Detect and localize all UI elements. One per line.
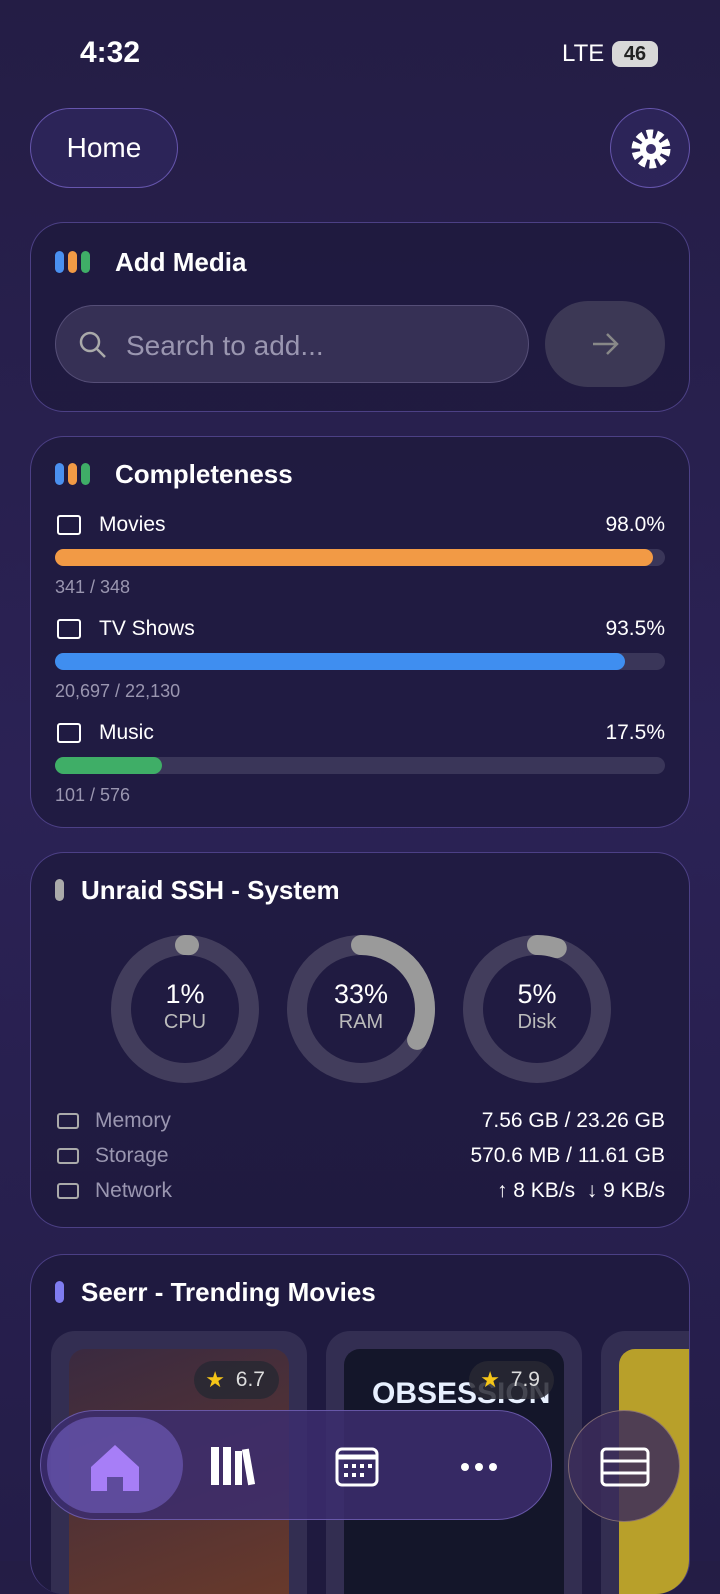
tab-bar: [40, 1410, 552, 1520]
tab-calendar[interactable]: [327, 1437, 387, 1497]
star-icon: ★: [205, 1367, 225, 1392]
progress-bar: [55, 549, 653, 566]
gauge-name: Disk: [517, 1011, 557, 1033]
gauge-name: CPU: [163, 1011, 207, 1033]
time: 4:32: [80, 36, 141, 69]
progress-bar: [55, 757, 162, 774]
item-icon: [57, 723, 81, 743]
item-name: TV Shows: [99, 617, 195, 640]
item-name: Music: [99, 721, 154, 744]
item-percent: 98.0%: [605, 513, 665, 536]
gauge: [463, 935, 611, 1083]
item-count: 20,697 / 22,130: [55, 681, 181, 701]
gauge-arc: [463, 935, 611, 1083]
gauge: [287, 935, 435, 1083]
server-button[interactable]: [568, 1410, 680, 1522]
completeness-card: Completeness Movies 98.0% 341 / 348 TV Show…: [30, 436, 690, 828]
gauge-value: 1%: [165, 979, 205, 1009]
stat-icon: [57, 1183, 79, 1199]
add-media-card: Add Media Search to add...: [30, 222, 690, 412]
home-icon: [91, 1445, 139, 1491]
gauge-arc: [287, 935, 435, 1083]
item-percent: 17.5%: [605, 721, 665, 744]
settings-button[interactable]: [610, 108, 690, 188]
stat-name: Storage: [95, 1144, 169, 1167]
rating: 6.7: [193, 1361, 279, 1399]
item-icon: [57, 619, 81, 639]
gauge-value: 5%: [517, 979, 557, 1009]
battery: 46: [612, 41, 658, 67]
card-title: Completeness: [115, 459, 293, 489]
search-placeholder: Search to add...: [126, 330, 324, 361]
rating: 7.9: [468, 1361, 554, 1399]
arrow-icon: [593, 333, 619, 355]
stat-value: 570.6 MB / 11.61 GB: [470, 1144, 665, 1167]
search-input[interactable]: Search to add...: [55, 305, 529, 383]
network: LTE: [562, 40, 605, 67]
stat-icon: [57, 1113, 79, 1129]
settings-icon: [631, 129, 671, 169]
gauge-arc: [111, 935, 259, 1083]
item-icon: [57, 515, 81, 535]
stat-name: Memory: [95, 1109, 171, 1132]
server-icon: [600, 1447, 650, 1487]
tab-library[interactable]: [201, 1437, 261, 1497]
stat-icon: [57, 1148, 79, 1164]
progress-track: [55, 757, 665, 774]
progress-bar: [55, 653, 626, 670]
item-count: 341 / 348: [55, 577, 131, 597]
item-percent: 93.5%: [605, 617, 665, 640]
gauge-value: 33%: [333, 979, 389, 1009]
tab-more[interactable]: [449, 1437, 509, 1497]
stat-name: Network: [95, 1179, 173, 1202]
tab-home[interactable]: [47, 1417, 183, 1513]
gauge-name: RAM: [338, 1011, 384, 1033]
progress-track: [55, 549, 665, 566]
stat-value: 7.56 GB / 23.26 GB: [481, 1109, 665, 1132]
system-card: Unraid SSH - System 1% CPU 33% RAM 5% Disk Mem…: [30, 852, 690, 1228]
card-title: Add Media: [115, 247, 247, 277]
progress-track: [55, 653, 665, 670]
card-title: Unraid SSH - System: [81, 875, 340, 905]
search-icon: [79, 331, 106, 358]
item-count: 101 / 576: [55, 785, 131, 805]
gauge: [111, 935, 259, 1083]
search-submit[interactable]: [545, 301, 665, 387]
stat-value: ↑ 8 KB/s ↓ 9 KB/s: [496, 1179, 665, 1202]
star-icon: ★: [480, 1367, 500, 1392]
home-button[interactable]: Home: [30, 108, 178, 188]
card-title: Seerr - Trending Movies: [81, 1277, 376, 1307]
item-name: Movies: [99, 513, 166, 536]
